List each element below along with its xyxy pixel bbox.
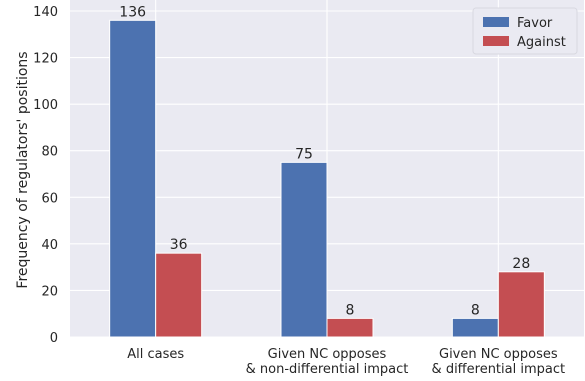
legend: Favor Against bbox=[472, 7, 578, 55]
y-tick-label: 100 bbox=[33, 98, 58, 113]
data-label: 75 bbox=[295, 146, 313, 162]
y-tick-label: 120 bbox=[33, 52, 58, 67]
legend-label-favor: Favor bbox=[517, 16, 553, 31]
bars bbox=[109, 19, 545, 338]
data-label: 8 bbox=[471, 302, 480, 318]
x-tick-label: All cases bbox=[127, 347, 184, 362]
y-tick-label: 0 bbox=[50, 331, 58, 346]
data-label: 8 bbox=[346, 302, 355, 318]
data-label: 28 bbox=[512, 256, 530, 272]
bar-favor bbox=[109, 19, 157, 338]
bar-favor bbox=[451, 317, 499, 338]
data-labels: 136 75 8 36 8 28 bbox=[119, 4, 530, 318]
x-tick-label: Given NC opposes bbox=[268, 347, 387, 362]
data-label: 36 bbox=[170, 237, 188, 253]
y-axis-label: Frequency of regulators' positions bbox=[15, 51, 31, 288]
bar-against bbox=[497, 271, 545, 338]
legend-swatch-against bbox=[483, 36, 509, 46]
y-tick-label: 140 bbox=[33, 5, 58, 20]
bar-against bbox=[155, 252, 203, 338]
y-tick-label: 20 bbox=[41, 284, 58, 299]
x-tick-labels: All cases Given NC opposes& non-different… bbox=[127, 347, 565, 377]
bar-against bbox=[326, 317, 374, 338]
y-tick-label: 80 bbox=[41, 145, 58, 160]
x-tick-label: Given NC opposes bbox=[439, 347, 558, 362]
y-tick-label: 60 bbox=[41, 191, 58, 206]
bar-favor bbox=[280, 161, 328, 338]
y-tick-labels: 0 20 40 60 80 100 120 140 bbox=[33, 5, 58, 346]
y-tick-label: 40 bbox=[41, 238, 58, 253]
legend-label-against: Against bbox=[517, 35, 566, 50]
data-label: 136 bbox=[119, 4, 146, 20]
x-tick-label: & differential impact bbox=[432, 362, 566, 377]
legend-swatch-favor bbox=[483, 17, 509, 27]
x-tick-label: & non-differential impact bbox=[246, 362, 409, 377]
